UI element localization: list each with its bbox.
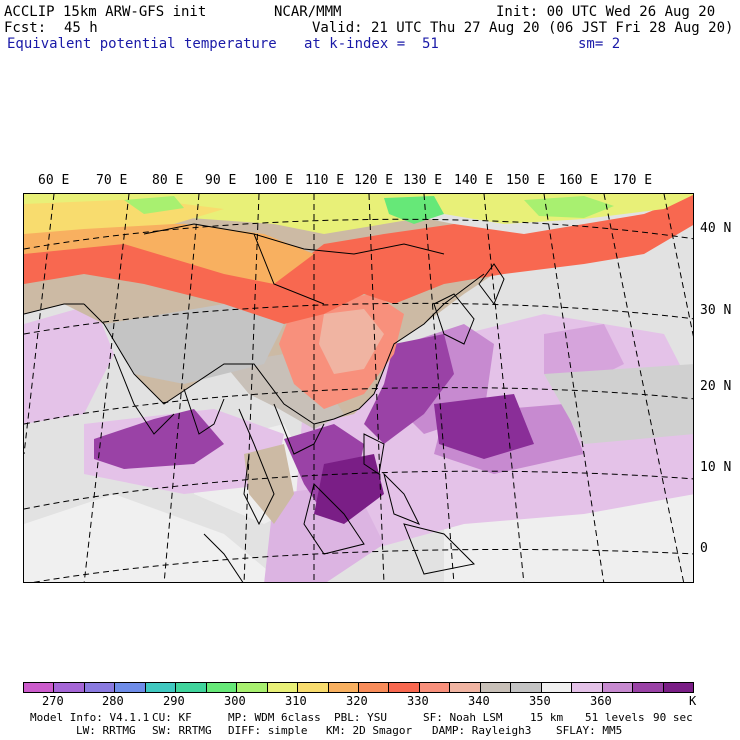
field-region-lightgreen	[124, 196, 184, 214]
colorbar-swatch-16	[511, 683, 542, 692]
field-region-gray	[224, 354, 344, 429]
lat-label: 40 N	[700, 221, 732, 236]
colorbar-tick: 350	[529, 694, 551, 708]
footer-item: DAMP: Rayleigh3	[432, 724, 532, 737]
colorbar-swatch-18	[572, 683, 603, 692]
field-region-darkpurple	[94, 409, 224, 469]
footer-item: PBL: YSU	[334, 711, 387, 724]
map-panel	[23, 193, 694, 583]
field-region-darkpurple	[364, 334, 454, 444]
footer-item: 90 sec	[653, 711, 693, 724]
colorbar-swatch-21	[663, 683, 693, 692]
footer-item: SFLAY: MM5	[556, 724, 623, 737]
field-region-orange	[24, 224, 314, 284]
footer-item: DIFF: simple	[228, 724, 308, 737]
field-region-peach	[319, 309, 384, 374]
colorbar-swatch-11	[358, 683, 390, 692]
colorbar-swatch-13	[419, 683, 451, 692]
field-region-midpurple	[544, 324, 624, 384]
colorbar-swatch-9	[298, 683, 329, 692]
org-label: NCAR/MMM	[274, 4, 342, 20]
colorbar-swatch-15	[480, 683, 512, 692]
colorbar-tick: 270	[42, 694, 64, 708]
valid-time: Valid: 21 UTC Thu 27 Aug 20 (06 JST Fri …	[312, 20, 734, 36]
lon-label: 70 E	[96, 173, 128, 188]
lon-label: 130 E	[403, 173, 443, 188]
footer-item: SF: Noah LSM	[423, 711, 503, 724]
colorbar-swatch-10	[328, 683, 359, 692]
lon-label: 170 E	[613, 173, 653, 188]
field-region-yellow	[24, 194, 693, 234]
footer-item: CU: KF	[152, 711, 192, 724]
colorbar-swatch-12	[389, 683, 420, 692]
land-area	[244, 444, 294, 524]
colorbar-swatch-14	[450, 683, 481, 692]
forecast-hours: 45 h	[64, 20, 98, 36]
lon-label: 100 E	[254, 173, 294, 188]
colorbar-swatch-20	[633, 683, 664, 692]
footer-item: MP: WDM 6class	[228, 711, 321, 724]
init-time: Init: 00 UTC Wed 26 Aug 20	[496, 4, 716, 20]
colorbar-tick: 340	[468, 694, 490, 708]
field-region-green	[384, 196, 444, 224]
footer-item: 15 km	[530, 711, 564, 724]
colorbar-tick: 310	[285, 694, 307, 708]
colorbar-swatch-0	[24, 683, 55, 692]
lat-label: 30 N	[700, 303, 732, 318]
colorbar-swatch-3	[115, 683, 146, 692]
colorbar-swatch-2	[84, 683, 116, 692]
coastlines	[24, 223, 505, 582]
colorbar-swatch-8	[267, 683, 299, 692]
lon-label: 150 E	[506, 173, 546, 188]
lat-label: 20 N	[700, 379, 732, 394]
model-title: ACCLIP 15km ARW-GFS init	[4, 4, 207, 20]
graticule	[24, 194, 693, 582]
lon-label: 90 E	[205, 173, 237, 188]
colorbar-tick: 360	[590, 694, 612, 708]
level-info: at k-index = 51	[304, 36, 439, 52]
lon-label: 140 E	[454, 173, 494, 188]
colorbar-tick: 330	[407, 694, 429, 708]
lat-label: 10 N	[700, 460, 732, 475]
lon-label: 160 E	[559, 173, 599, 188]
colorbar-tick: 280	[102, 694, 124, 708]
colorbar-swatch-1	[54, 683, 85, 692]
field-name: Equivalent potential temperature	[7, 36, 277, 52]
colorbar-swatch-7	[237, 683, 268, 692]
colorbar-tick: 320	[346, 694, 368, 708]
colorbar-swatch-5	[176, 683, 207, 692]
colorbar-swatch-17	[541, 683, 573, 692]
lat-label: 0	[700, 541, 708, 556]
colorbar	[23, 682, 694, 693]
lon-label: 110 E	[305, 173, 345, 188]
footer-item: SW: RRTMG	[152, 724, 212, 737]
field-region-darkpurple	[314, 454, 384, 524]
colorbar-swatch-19	[602, 683, 634, 692]
footer-item: 51 levels	[585, 711, 645, 724]
map-canvas	[24, 194, 693, 582]
lon-label: 80 E	[152, 173, 184, 188]
colorbar-unit: K	[689, 694, 697, 708]
lon-label: 120 E	[354, 173, 394, 188]
colorbar-swatch-4	[145, 683, 177, 692]
field-region-lightgreen	[524, 196, 614, 218]
colorbar-tick: 290	[163, 694, 185, 708]
footer-item: Model Info: V4.1.1	[30, 711, 150, 724]
field-region-red	[24, 194, 693, 324]
footer-item: KM: 2D Smagor	[326, 724, 413, 737]
colorbar-tick: 300	[224, 694, 246, 708]
field-region-gray	[544, 364, 693, 444]
field-region-darkpurple	[434, 394, 534, 459]
footer-item: LW: RRTMG	[76, 724, 136, 737]
lon-label: 60 E	[38, 173, 70, 188]
field-region-lightpurple	[24, 304, 114, 424]
forecast-label: Fcst:	[4, 20, 47, 36]
smoothing-info: sm= 2	[578, 36, 621, 52]
colorbar-swatch-6	[206, 683, 238, 692]
